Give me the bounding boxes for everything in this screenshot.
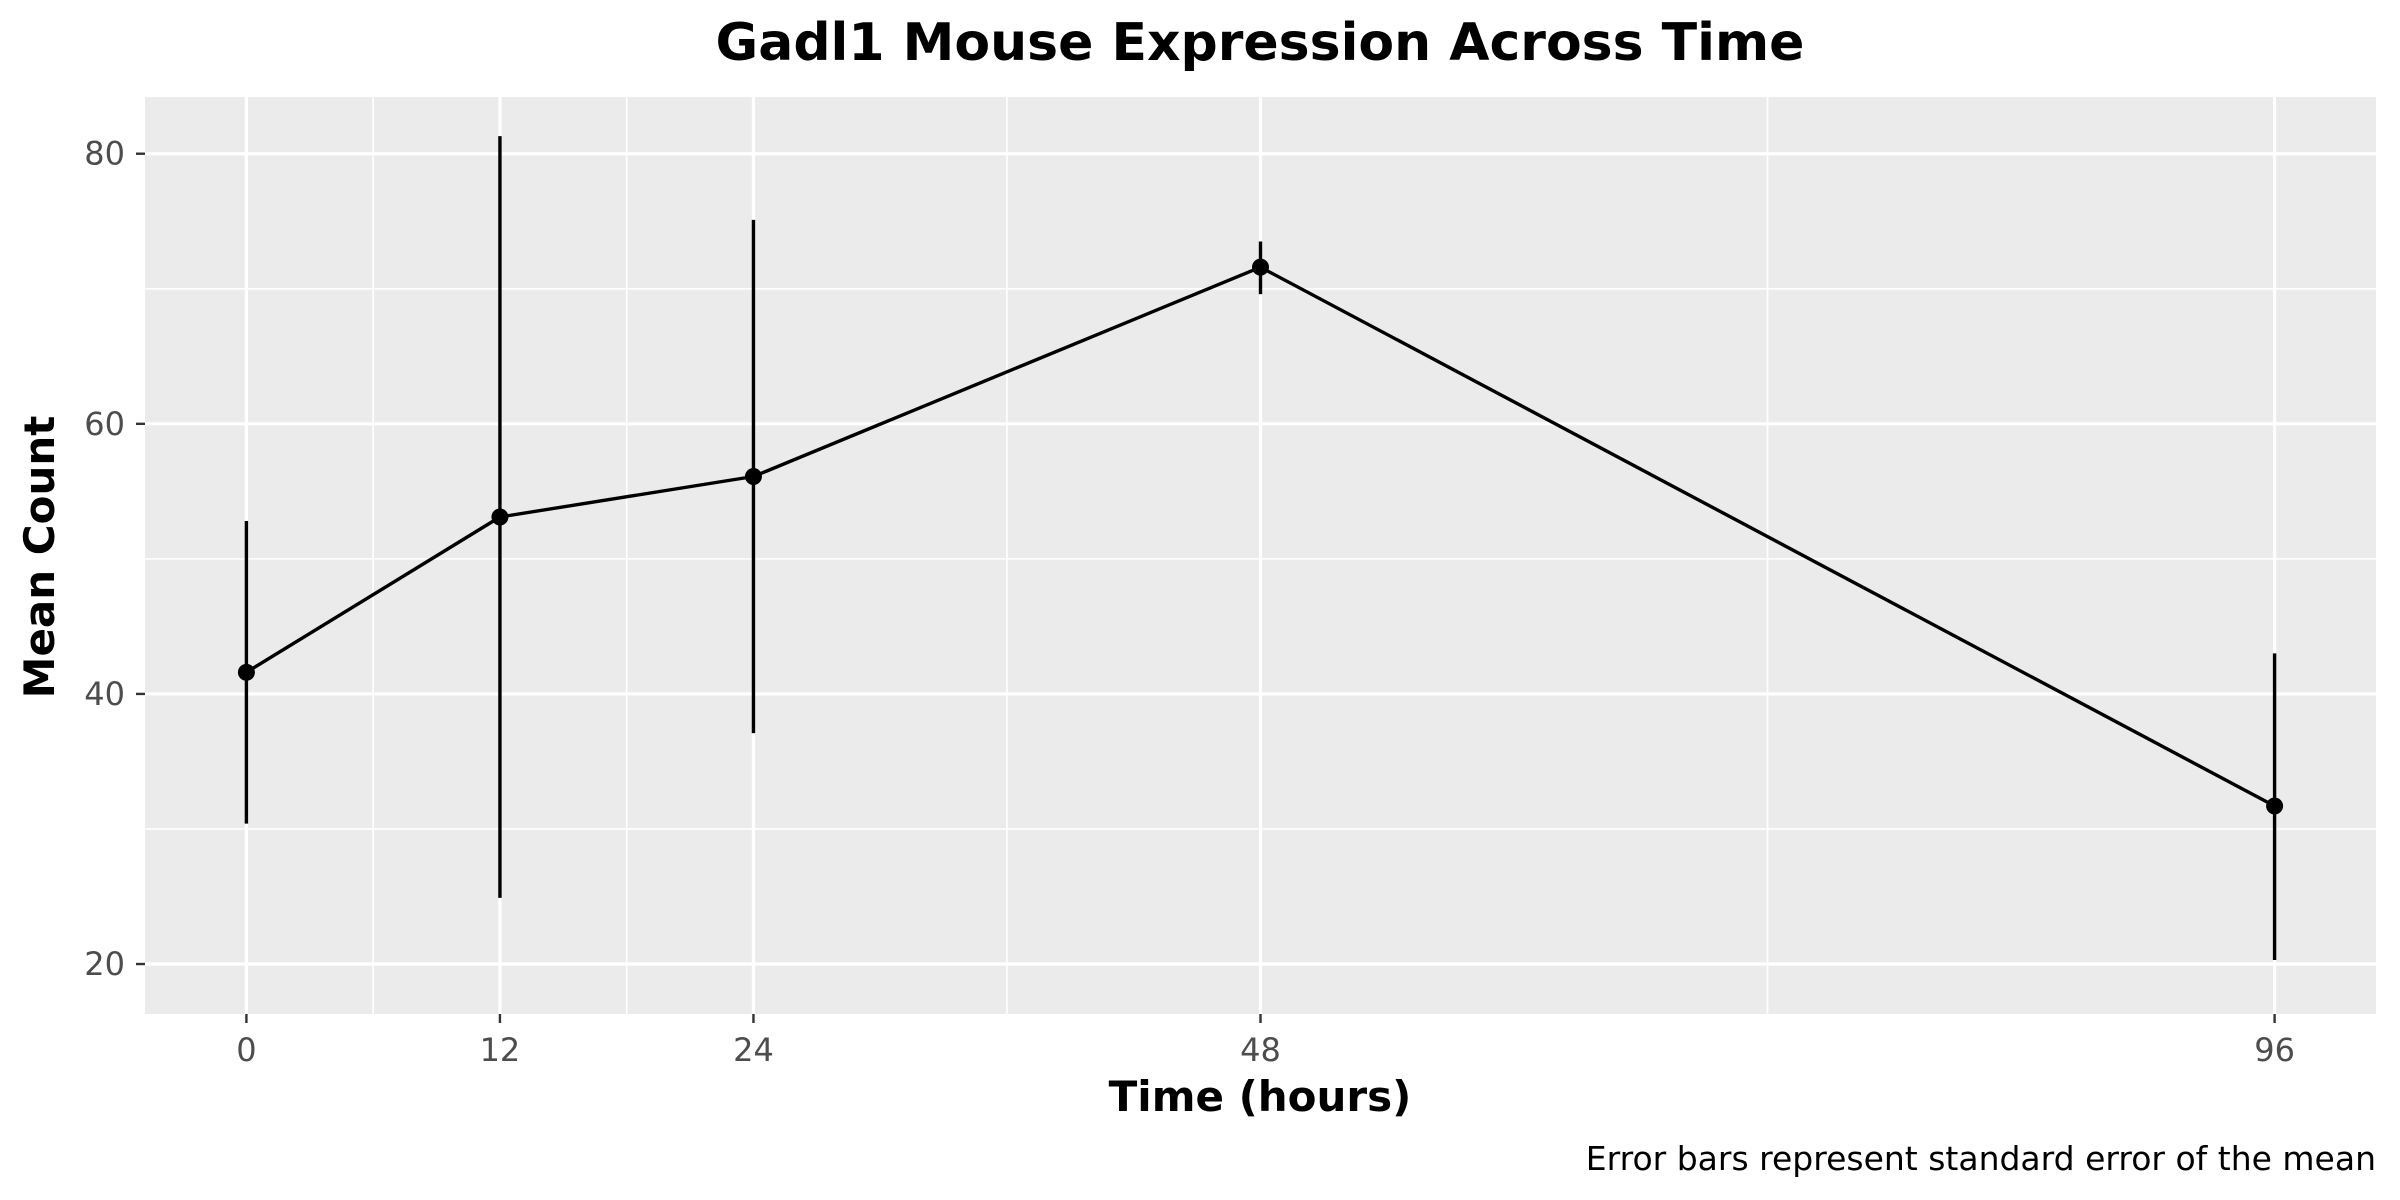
y-tick-label: 60 — [84, 405, 125, 443]
y-tick-label: 40 — [84, 675, 125, 713]
x-tick-label: 12 — [480, 1031, 521, 1069]
x-axis: 0 12 24 48 96 — [236, 1014, 2295, 1069]
data-point — [744, 467, 762, 485]
chart-title: Gadl1 Mouse Expression Across Time — [716, 13, 1805, 73]
y-tick-label: 20 — [84, 945, 125, 983]
chart-caption: Error bars represent standard error of t… — [1586, 1139, 2376, 1178]
x-axis-title: Time (hours) — [1109, 1072, 1412, 1121]
data-point — [237, 663, 255, 681]
y-axis: 20 40 60 80 — [84, 135, 145, 983]
x-tick-label: 48 — [1240, 1031, 1281, 1069]
data-point — [1252, 258, 1269, 276]
data-point — [491, 508, 509, 526]
y-tick-label: 80 — [84, 135, 125, 173]
x-tick-label: 0 — [236, 1031, 256, 1069]
x-tick-label: 96 — [2254, 1031, 2295, 1069]
x-tick-label: 24 — [733, 1031, 774, 1069]
y-axis-title: Mean Count — [15, 416, 64, 699]
data-point — [2266, 797, 2284, 815]
data-points — [237, 258, 2284, 815]
